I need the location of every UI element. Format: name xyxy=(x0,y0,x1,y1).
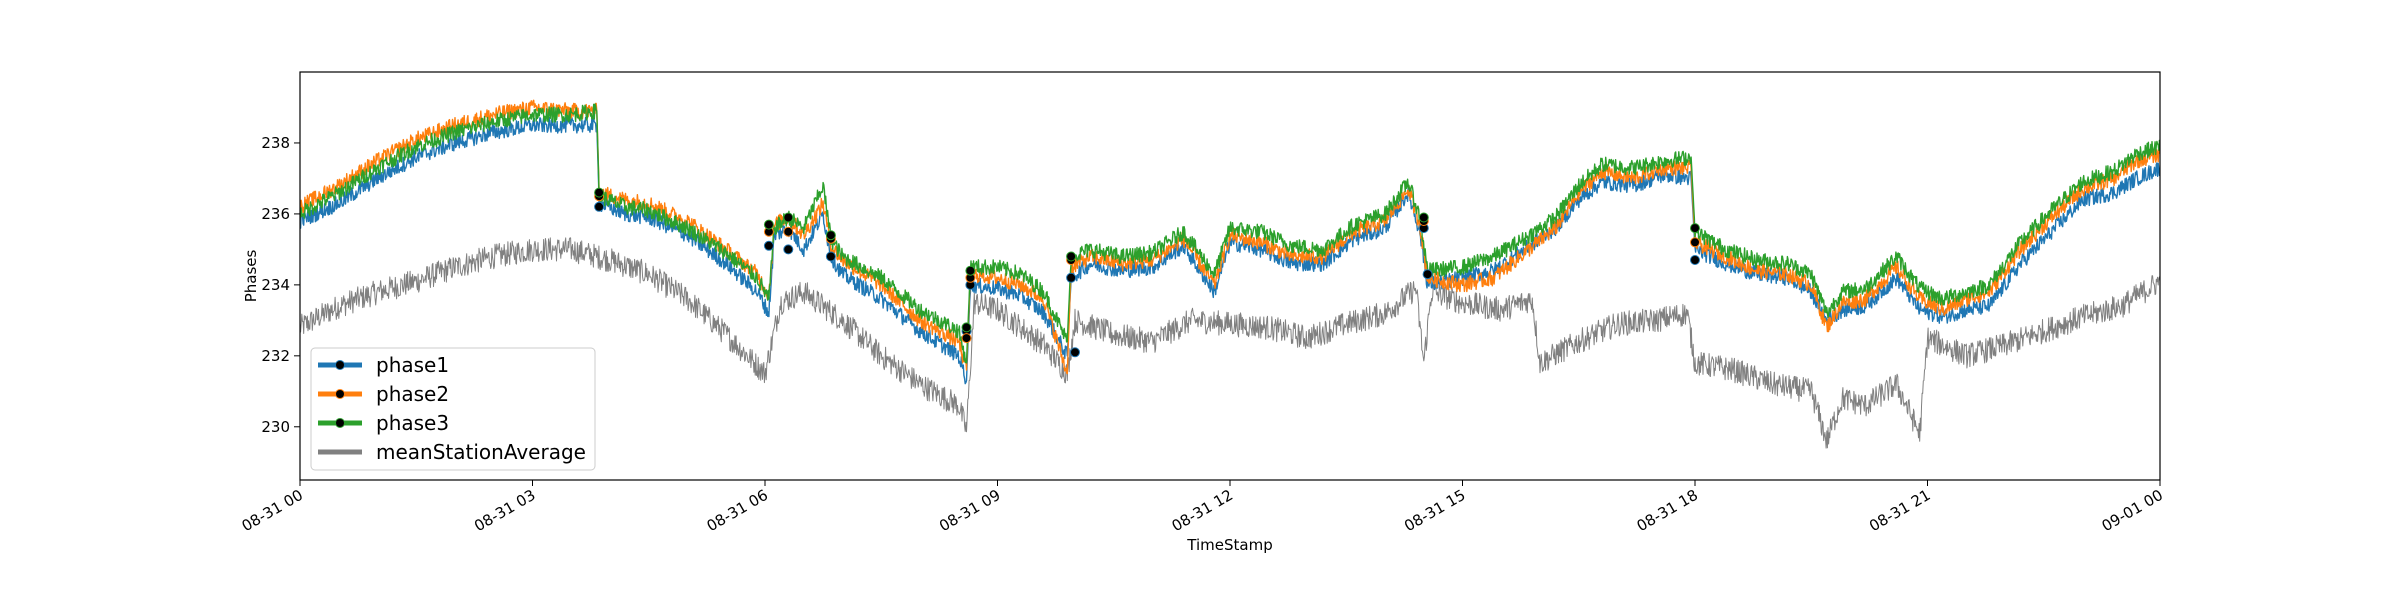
marker-phase3 xyxy=(1066,251,1077,262)
y-tick-label: 238 xyxy=(261,134,290,152)
marker-phase1 xyxy=(1690,255,1700,265)
y-tick-label: 232 xyxy=(261,347,290,365)
marker-phase2 xyxy=(1690,237,1700,248)
marker-phase1 xyxy=(1070,347,1080,358)
y-axis: 230 232 234 236 238 xyxy=(261,134,300,436)
marker-phase1 xyxy=(1422,269,1433,280)
marker-phase3 xyxy=(825,230,836,241)
marker-phase1 xyxy=(594,201,605,212)
series-line-meanstationaverage xyxy=(300,237,2160,449)
marker-phase1 xyxy=(763,240,774,251)
marker-phase2 xyxy=(961,333,972,344)
legend-label-phase3: phase3 xyxy=(376,411,449,435)
marker-phase3 xyxy=(763,219,774,230)
legend-marker-phase2 xyxy=(335,389,345,399)
marker-phase1 xyxy=(825,251,836,262)
y-axis-label: Phases xyxy=(242,250,260,303)
y-tick-label: 234 xyxy=(261,276,290,294)
series-line-phase3 xyxy=(300,103,2160,364)
marker-phase3 xyxy=(1690,223,1700,234)
legend-marker-phase3 xyxy=(335,418,345,428)
legend-box xyxy=(310,347,596,471)
marker-phase3 xyxy=(1418,212,1429,223)
legend: phase1 phase2 phase3 meanStationAverage xyxy=(310,347,596,471)
legend-label-phase1: phase1 xyxy=(376,353,449,377)
marker-phase3 xyxy=(594,187,605,198)
marker-phase3 xyxy=(965,265,976,276)
y-tick-label: 230 xyxy=(261,418,290,436)
marker-layer xyxy=(594,187,1700,358)
legend-label-meanstationaverage: meanStationAverage xyxy=(376,440,586,464)
marker-phase1 xyxy=(1066,272,1077,283)
marker-phase2 xyxy=(783,226,794,237)
marker-phase1 xyxy=(783,244,794,255)
y-tick-label: 236 xyxy=(261,205,290,223)
x-axis-label: TimeStamp xyxy=(1186,536,1272,554)
legend-marker-phase1 xyxy=(335,360,345,370)
marker-phase3 xyxy=(783,212,794,223)
legend-label-phase2: phase2 xyxy=(376,382,449,406)
series-layer xyxy=(300,99,2160,449)
series-line-phase2 xyxy=(300,99,2160,375)
marker-phase3 xyxy=(961,322,972,333)
